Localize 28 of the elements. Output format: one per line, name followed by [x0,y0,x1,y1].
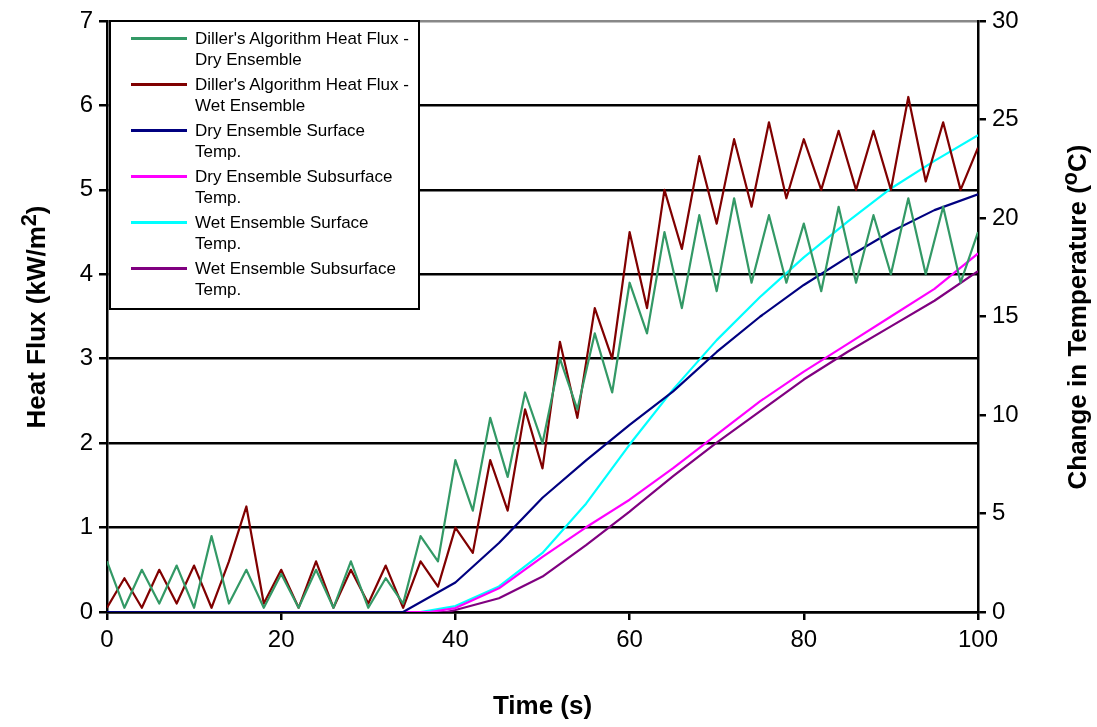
legend-label: Dry Ensemble Surface Temp. [195,120,367,162]
y-tick-label: 4 [79,258,93,286]
x-tick-label: 100 [957,625,999,653]
legend-label: Wet Ensemble Surface Temp. [195,212,370,254]
legend-label: Dry Ensemble Subsurface Temp. [195,166,394,208]
y-tick-label: 3 [79,343,93,371]
legend-label: Diller's Algorithm Heat Flux - Wet Ensemble [195,74,410,116]
y2-tick-label: 30 [992,5,1019,33]
y2-tick-label: 5 [992,498,1006,526]
x-tick-label: 0 [100,625,114,653]
y-tick-label: 5 [79,174,93,202]
y2-tick-label: 0 [992,596,1006,624]
y-tick-label: 7 [79,5,93,33]
x-tick-label: 60 [616,625,643,653]
y-tick-label: 0 [79,596,93,624]
legend-label: Wet Ensemble Subsurface Temp. [195,258,397,300]
y2-tick-label: 25 [992,104,1019,132]
y2-tick-label: 20 [992,202,1019,230]
x-tick-label: 80 [790,625,818,653]
y2-tick-label: 15 [992,301,1019,329]
x-tick-label: 40 [442,625,469,653]
y-tick-label: 2 [79,427,93,455]
y-tick-label: 6 [79,90,93,118]
x-axis-title: Time (s) [492,690,593,721]
legend-label: Diller's Algorithm Heat Flux - Dry Ensemble [195,28,410,70]
y-tick-label: 1 [79,512,93,540]
y2-tick-label: 10 [992,399,1019,427]
x-tick-label: 20 [267,625,295,653]
